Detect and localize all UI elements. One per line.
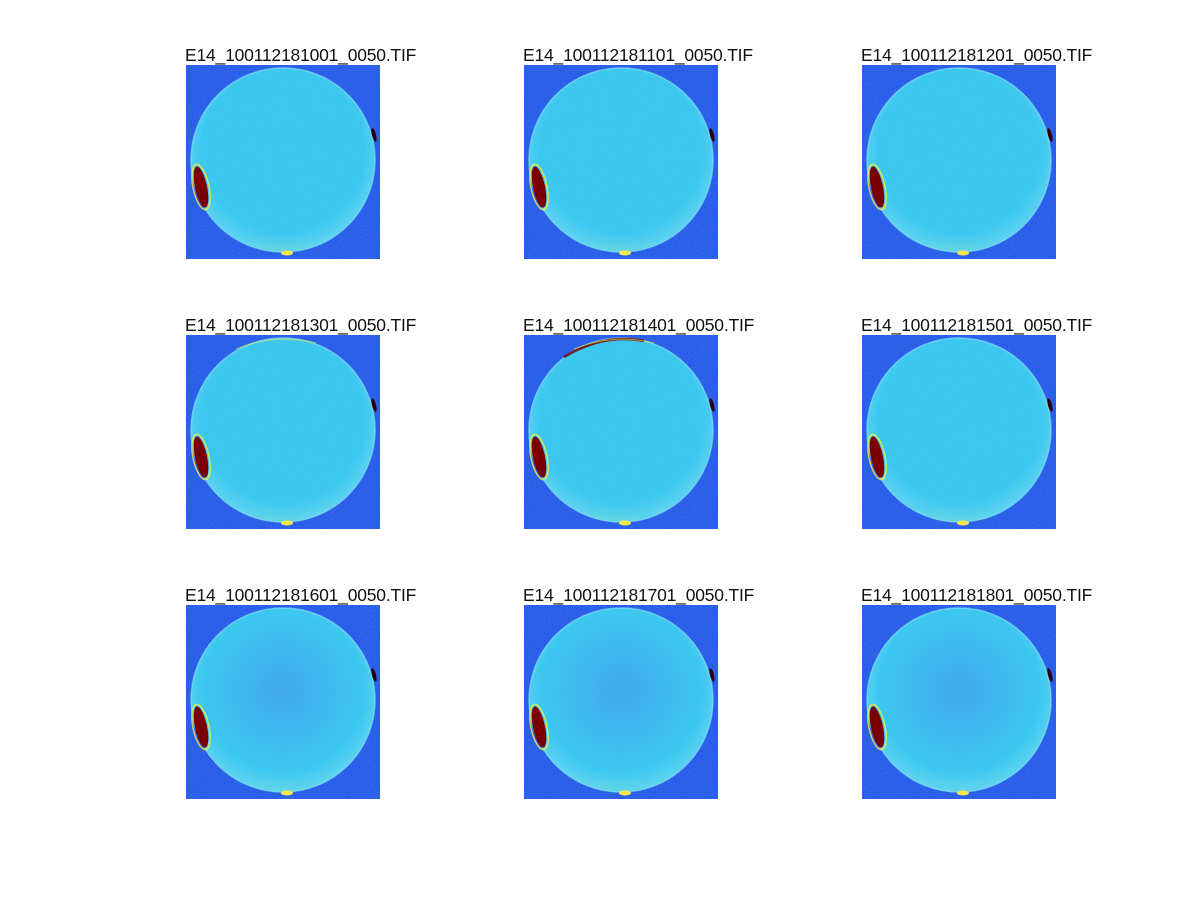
image-panel-7: E14_100112181601_0050.TIF xyxy=(185,585,445,805)
image-title: E14_100112181701_0050.TIF xyxy=(523,585,755,605)
image-title: E14_100112181001_0050.TIF xyxy=(185,45,417,65)
sky-image xyxy=(862,605,1056,799)
image-panel-3: E14_100112181201_0050.TIF xyxy=(861,45,1121,265)
image-title: E14_100112181801_0050.TIF xyxy=(861,585,1093,605)
image-panel-5: E14_100112181401_0050.TIF xyxy=(523,315,783,535)
sky-image xyxy=(862,335,1056,529)
sky-image xyxy=(186,65,380,259)
image-title: E14_100112181201_0050.TIF xyxy=(861,45,1093,65)
image-panel-4: E14_100112181301_0050.TIF xyxy=(185,315,445,535)
image-panel-6: E14_100112181501_0050.TIF xyxy=(861,315,1121,535)
image-panel-2: E14_100112181101_0050.TIF xyxy=(523,45,783,265)
sky-image xyxy=(524,65,718,259)
image-panel-8: E14_100112181701_0050.TIF xyxy=(523,585,783,805)
sky-image xyxy=(186,605,380,799)
sky-image xyxy=(524,605,718,799)
image-title: E14_100112181501_0050.TIF xyxy=(861,315,1093,335)
image-title: E14_100112181601_0050.TIF xyxy=(185,585,417,605)
sky-image xyxy=(186,335,380,529)
image-panel-9: E14_100112181801_0050.TIF xyxy=(861,585,1121,805)
image-title: E14_100112181401_0050.TIF xyxy=(523,315,755,335)
sky-image xyxy=(862,65,1056,259)
image-title: E14_100112181101_0050.TIF xyxy=(523,45,753,65)
image-panel-1: E14_100112181001_0050.TIF xyxy=(185,45,445,265)
sky-image xyxy=(524,335,718,529)
image-title: E14_100112181301_0050.TIF xyxy=(185,315,417,335)
